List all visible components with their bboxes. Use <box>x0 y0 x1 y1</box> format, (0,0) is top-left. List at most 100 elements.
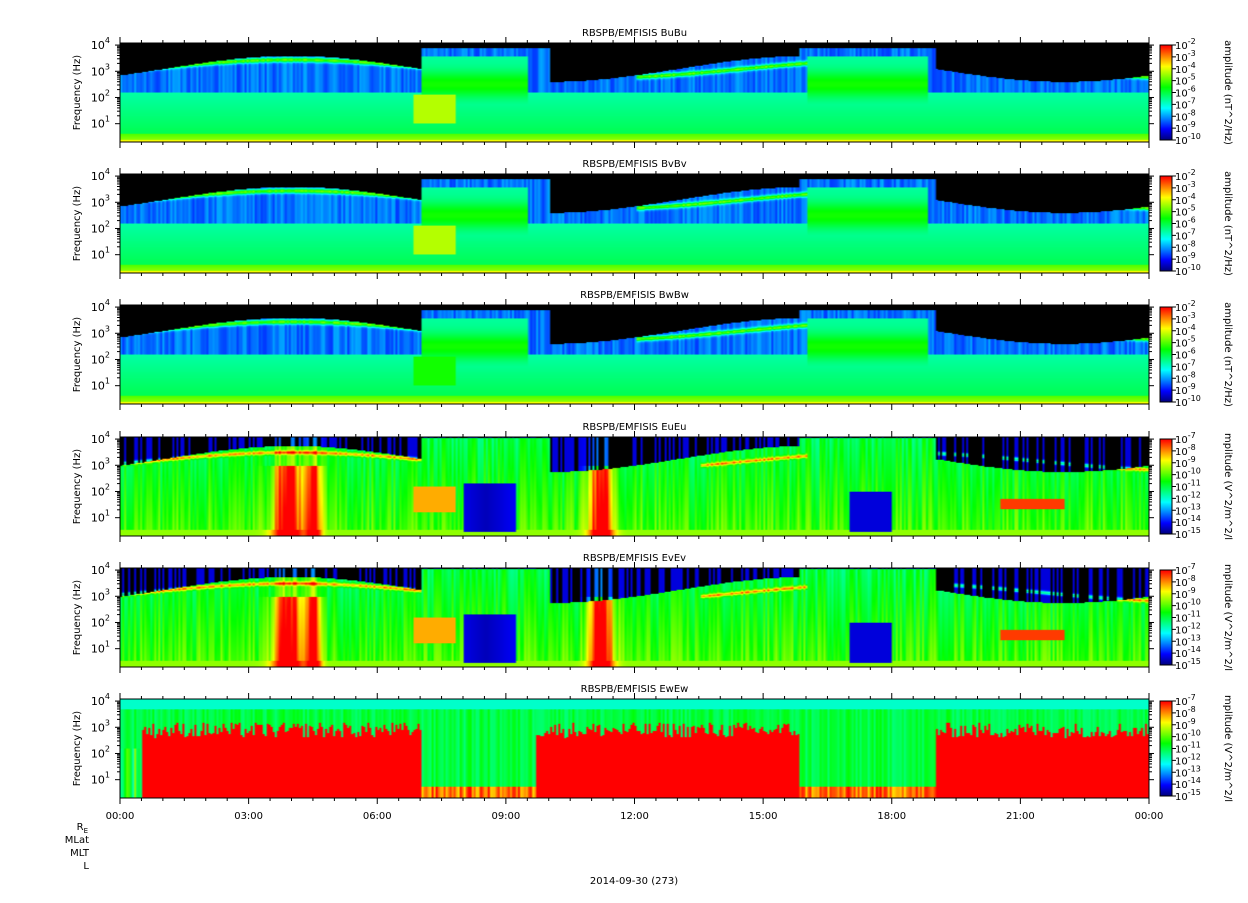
colorbar-tick-exponent: -4 <box>1188 61 1196 70</box>
colorbar: 10-710-810-910-1010-1110-1210-1310-1410-… <box>1159 693 1233 803</box>
colorbar-tick-exponent: -11 <box>1188 479 1201 488</box>
date-label: 2014-09-30 (273) <box>590 876 678 887</box>
colorbar: 10-710-810-910-1010-1110-1210-1310-1410-… <box>1159 431 1233 541</box>
colorbar-tick-exponent: -8 <box>1188 574 1196 583</box>
colorbar-tick-exponent: -5 <box>1188 335 1196 344</box>
colorbar-tick-exponent: -8 <box>1188 108 1196 117</box>
spectrogram-image <box>120 568 1149 667</box>
spectrogram-image <box>120 437 1149 536</box>
colorbar-tick-exponent: -10 <box>1188 729 1201 738</box>
y-tick-exponent: 3 <box>105 456 110 465</box>
colorbar-label: amplitude (nT^2/Hz) <box>1222 40 1233 145</box>
colorbar-tick-exponent: -6 <box>1188 85 1196 94</box>
y-tick-exponent: 4 <box>105 167 110 176</box>
colorbar-tick-exponent: -9 <box>1188 586 1196 595</box>
colorbar-tick-exponent: -2 <box>1188 168 1196 177</box>
y-tick-label: 102 <box>91 219 110 235</box>
colorbar-tick-exponent: -5 <box>1188 73 1196 82</box>
colorbar-tick-exponent: -10 <box>1188 132 1201 141</box>
y-tick-exponent: 4 <box>105 561 110 570</box>
y-tick-label: 104 <box>91 36 110 52</box>
time-axis-label: 09:00 <box>491 811 520 822</box>
colorbar: 10-210-310-410-510-610-710-810-910-10 amp… <box>1159 168 1233 278</box>
colorbar-tick-exponent: -8 <box>1188 239 1196 248</box>
colorbar-tick-exponent: -4 <box>1188 192 1196 201</box>
ephemeris-label-mlat: MLat <box>65 835 89 846</box>
colorbar-tick-exponent: -4 <box>1188 323 1196 332</box>
y-tick-label: 103 <box>91 324 110 340</box>
spectrogram-panel: RBSPB/EMFISIS BwBw Frequency (Hz) 104 103 10… <box>72 290 1233 410</box>
y-tick-label: 102 <box>91 744 110 760</box>
colorbar-tick-exponent: -2 <box>1188 37 1196 46</box>
y-tick-exponent: 3 <box>105 718 110 727</box>
colorbar-tick-exponent: -6 <box>1188 347 1196 356</box>
y-tick-label: 104 <box>91 167 110 183</box>
colorbar-label: amplitude (nT^2/Hz) <box>1222 171 1233 276</box>
colorbar-tick-exponent: -15 <box>1188 526 1201 535</box>
colorbar-tick-exponent: -7 <box>1188 562 1196 571</box>
ephemeris-label-re-subscript: E <box>84 827 88 835</box>
colorbar-tick-exponent: -9 <box>1188 717 1196 726</box>
colorbar-gradient <box>1160 570 1172 665</box>
spectrogram-panel: RBSPB/EMFISIS EvEv Frequency (Hz) 104 103 10… <box>72 553 1233 673</box>
ephemeris-label-re: RE <box>77 822 88 835</box>
colorbar-tick-exponent: -3 <box>1188 311 1196 320</box>
y-tick-label: 101 <box>91 509 110 525</box>
colorbar-tick-exponent: -12 <box>1188 490 1201 499</box>
colorbar-tick-exponent: -12 <box>1188 621 1201 630</box>
y-tick-label: 102 <box>91 88 110 104</box>
y-tick-exponent: 1 <box>105 377 110 386</box>
time-axis-label: 18:00 <box>877 811 906 822</box>
colorbar-tick-exponent: -7 <box>1188 227 1196 236</box>
y-tick-exponent: 2 <box>105 744 110 753</box>
colorbar-tick-exponent: -9 <box>1188 251 1196 260</box>
y-tick-exponent: 1 <box>105 509 110 518</box>
y-tick-label: 103 <box>91 718 110 734</box>
colorbar-tick-exponent: -8 <box>1188 443 1196 452</box>
y-axis-label: Frequency (Hz) <box>72 580 83 656</box>
colorbar-tick-exponent: -9 <box>1188 455 1196 464</box>
colorbar-gradient <box>1160 307 1172 402</box>
colorbar-tick-exponent: -13 <box>1188 502 1201 511</box>
y-axis-label: Frequency (Hz) <box>72 449 83 525</box>
y-tick-exponent: 3 <box>105 62 110 71</box>
y-tick-exponent: 4 <box>105 430 110 439</box>
y-tick-exponent: 1 <box>105 640 110 649</box>
colorbar-tick-exponent: -9 <box>1188 120 1196 129</box>
colorbar-tick-exponent: -15 <box>1188 788 1201 797</box>
colorbar-tick-exponent: -14 <box>1188 645 1201 654</box>
colorbar-tick-exponent: -7 <box>1188 358 1196 367</box>
colorbar-tick-exponent: -10 <box>1188 263 1201 272</box>
y-tick-label: 102 <box>91 482 110 498</box>
y-axis-label: Frequency (Hz) <box>72 711 83 787</box>
colorbar-tick-exponent: -2 <box>1188 299 1196 308</box>
ephemeris-label-l: L <box>83 861 89 872</box>
y-tick-label: 101 <box>91 115 110 131</box>
y-tick-exponent: 1 <box>105 115 110 124</box>
y-tick-label: 103 <box>91 193 110 209</box>
y-axis-label: Frequency (Hz) <box>72 186 83 262</box>
y-tick-exponent: 2 <box>105 88 110 97</box>
colorbar-tick-exponent: -10 <box>1188 394 1201 403</box>
panel-title: RBSPB/EMFISIS EwEw <box>581 684 689 695</box>
colorbar-tick-exponent: -12 <box>1188 752 1201 761</box>
panel-title: RBSPB/EMFISIS EvEv <box>583 553 686 564</box>
colorbar-tick-exponent: -7 <box>1188 431 1196 440</box>
y-axis-label: Frequency (Hz) <box>72 55 83 131</box>
spectrogram-panel: RBSPB/EMFISIS EuEu Frequency (Hz) 104 103 10… <box>72 422 1233 542</box>
colorbar-tick-exponent: -11 <box>1188 741 1201 750</box>
y-tick-label: 103 <box>91 587 110 603</box>
time-axis-label: 12:00 <box>620 811 649 822</box>
y-tick-exponent: 4 <box>105 298 110 307</box>
colorbar: 10-210-310-410-510-610-710-810-910-10 amp… <box>1159 299 1233 409</box>
ephemeris-label-mlt: MLT <box>70 848 90 859</box>
y-tick-label: 101 <box>91 246 110 262</box>
colorbar-tick-exponent: -15 <box>1188 657 1201 666</box>
y-axis-label: Frequency (Hz) <box>72 317 83 393</box>
colorbar-label: mplitude (V^2/m^2/l <box>1222 433 1233 540</box>
y-tick-exponent: 2 <box>105 219 110 228</box>
colorbar: 10-710-810-910-1010-1110-1210-1310-1410-… <box>1159 562 1233 672</box>
panel-title: RBSPB/EMFISIS BuBu <box>582 28 687 39</box>
colorbar-tick-exponent: -7 <box>1188 693 1196 702</box>
